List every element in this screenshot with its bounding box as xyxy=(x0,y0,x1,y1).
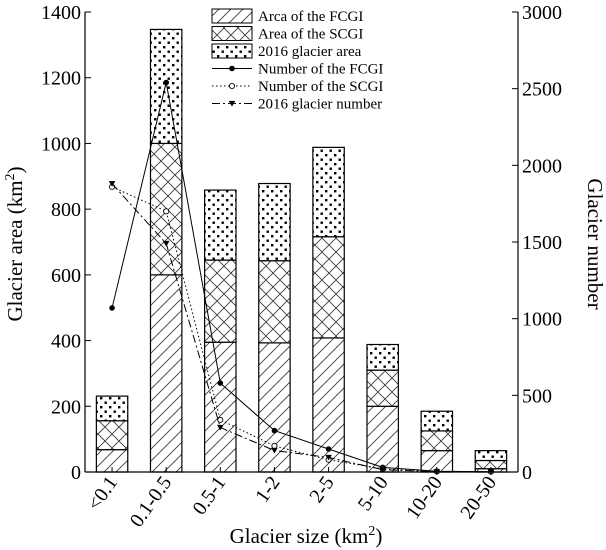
y2-tick-label: 2000 xyxy=(522,155,562,177)
data-point xyxy=(271,442,278,449)
x-tick-label: 0.5-1 xyxy=(188,472,230,519)
series-line xyxy=(111,82,491,473)
data-point xyxy=(271,447,278,454)
y-axis-title: Glacier area (km2) xyxy=(3,166,27,321)
legend-swatch xyxy=(211,26,253,41)
bar-segment xyxy=(420,410,454,432)
data-point xyxy=(325,446,332,452)
legend-label: 2016 glacier number xyxy=(258,97,382,113)
data-point xyxy=(163,79,169,86)
legend-label: Number of the FCGI xyxy=(258,62,383,78)
bar-segment xyxy=(258,182,291,262)
x-tick-label: 1-2 xyxy=(251,472,284,506)
data-point xyxy=(108,181,116,187)
data-point xyxy=(217,424,224,431)
bar-segment xyxy=(312,146,345,238)
bar-segment xyxy=(366,369,399,407)
bar-segment xyxy=(258,260,291,344)
bar-segment xyxy=(204,259,237,343)
data-point xyxy=(229,65,235,72)
legend-label: Arca of the FCGI xyxy=(258,9,363,25)
y-tick-label: 200 xyxy=(51,396,81,418)
bar-segment xyxy=(420,430,454,452)
legend-label: 2016 glacier area xyxy=(258,44,362,60)
data-point xyxy=(162,240,170,247)
bar-segment xyxy=(204,341,237,473)
y-tick-label: 1000 xyxy=(41,133,81,155)
y2-tick-label: 2500 xyxy=(522,79,562,101)
x-tick-label: 2-5 xyxy=(305,472,338,506)
y2-axis-title: Glacier number xyxy=(583,178,606,309)
legend-label: Area of the SCGI xyxy=(258,27,363,43)
bar-segment xyxy=(312,236,345,339)
x-tick-label: 5-10 xyxy=(354,472,393,515)
x-tick-label: <0.1 xyxy=(83,472,122,514)
y-tick-label: 0 xyxy=(71,462,81,484)
y2-tick-label: 3000 xyxy=(522,2,562,24)
x-tick-label: 20-50 xyxy=(456,472,501,523)
legend-swatch xyxy=(211,43,253,59)
data-point xyxy=(217,380,224,386)
y-tick-label: 400 xyxy=(51,331,81,353)
series-line xyxy=(111,183,491,473)
y2-tick-label: 1000 xyxy=(522,309,562,331)
bar-segment xyxy=(474,450,508,462)
legend-swatch xyxy=(211,8,253,24)
y-tick-label: 800 xyxy=(51,199,81,221)
y2-tick-label: 500 xyxy=(522,385,552,407)
bar-segment xyxy=(149,274,183,473)
y2-tick-label: 0 xyxy=(522,462,532,484)
bar-segment xyxy=(95,420,129,451)
x-axis-title: Glacier size (km2) xyxy=(230,524,383,548)
y-tick-label: 1200 xyxy=(41,68,81,90)
x-tick-label: 10-20 xyxy=(402,472,447,523)
y-tick-label: 1400 xyxy=(41,2,81,24)
data-point xyxy=(325,454,332,461)
bar-segment xyxy=(366,405,399,473)
data-point xyxy=(228,100,236,107)
x-tick-label: 0.1-0.5 xyxy=(126,472,177,531)
data-point xyxy=(109,305,115,311)
bar-segment xyxy=(312,337,345,473)
bar-segment xyxy=(95,395,129,422)
y-tick-label: 600 xyxy=(51,265,81,287)
y2-tick-label: 1500 xyxy=(522,232,562,254)
bar-segment xyxy=(366,343,399,371)
bar-segment xyxy=(204,189,237,261)
data-point xyxy=(163,208,170,215)
data-point xyxy=(271,427,278,434)
legend-label: Number of the SCGI xyxy=(258,79,383,95)
data-point xyxy=(217,416,224,423)
data-point xyxy=(228,82,236,90)
